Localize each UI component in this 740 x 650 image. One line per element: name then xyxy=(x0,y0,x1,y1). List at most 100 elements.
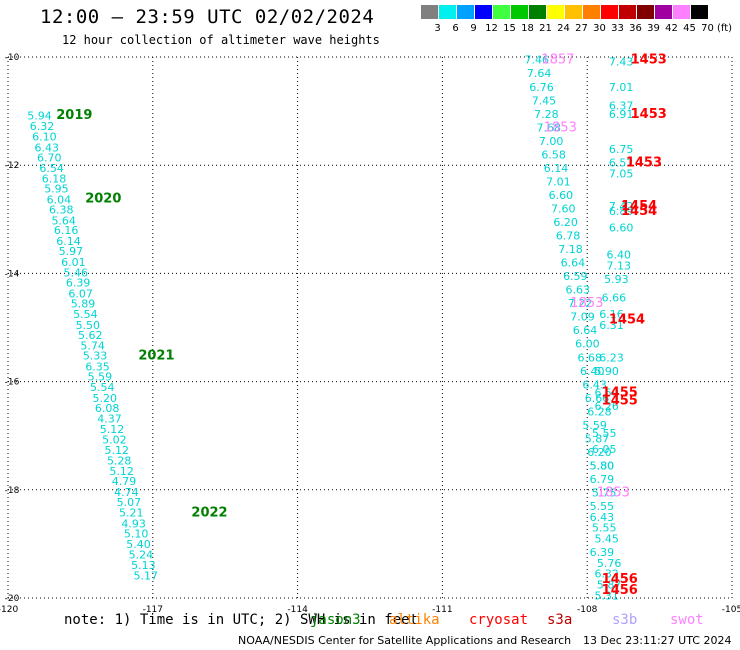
satellite-label-altika: altika xyxy=(389,612,440,628)
y-tick-label: -18 xyxy=(5,486,20,496)
wave-height-label: 6.07 xyxy=(68,287,93,300)
wave-height-label: 6.39 xyxy=(590,546,615,559)
wave-height-label: 5.59 xyxy=(582,419,607,432)
legend-swatch xyxy=(673,5,690,19)
wave-height-label: 6.43 xyxy=(35,141,60,154)
wave-height-label: 5.24 xyxy=(129,549,154,562)
wave-height-label: 5.10 xyxy=(124,528,149,541)
x-tick-label: -111 xyxy=(432,605,452,615)
wave-height-label: 6.52 xyxy=(609,156,634,169)
wave-height-label: 6.75 xyxy=(609,143,634,156)
legend-label: 45 xyxy=(683,23,696,34)
wave-height-label: 5.54 xyxy=(90,381,115,394)
pass-id-label: 1454 xyxy=(621,204,657,219)
legend-label: 33 xyxy=(611,23,624,34)
wave-height-label: 5.97 xyxy=(59,245,84,258)
color-legend: 3 6 9 12 15 18 21 24 27 30 33 36 39 42 45 70 (ft) xyxy=(421,5,733,40)
wave-height-label: 5.28 xyxy=(107,455,131,468)
legend-swatch xyxy=(547,5,564,19)
credit-text: NOAA/NESDIS Center for Satellite Applica… xyxy=(238,634,572,647)
wave-height-label: 5.59 xyxy=(88,371,113,384)
legend-label: 24 xyxy=(557,23,570,34)
wave-height-label: 6.00 xyxy=(575,338,600,351)
wave-height-label: 6.16 xyxy=(54,224,79,237)
pass-id-label: 1455 xyxy=(602,394,638,409)
pass-id-label: 1853 xyxy=(570,296,603,311)
wave-height-label: 6.26 xyxy=(594,400,619,413)
wave-height-label: 5.50 xyxy=(76,319,101,332)
wave-height-label: 6.66 xyxy=(585,392,610,405)
footer-note: note: 1) Time is in UTC; 2) SWH is in fe… xyxy=(64,612,419,628)
wave-height-label: 7.01 xyxy=(546,175,571,188)
wave-height-label: 5.12 xyxy=(100,423,125,436)
wave-height-label: 5.89 xyxy=(71,298,96,311)
legend-swatch xyxy=(511,5,528,19)
wave-height-label: 5.12 xyxy=(109,465,134,478)
wave-height-label: 5.17 xyxy=(133,569,158,582)
wave-height-label: 7.60 xyxy=(551,202,576,215)
wave-height-label: 5.93 xyxy=(604,273,629,286)
wave-height-label: 6.78 xyxy=(556,230,581,243)
satellite-label-s3b: s3b xyxy=(612,612,638,628)
wave-height-label: 5.12 xyxy=(105,444,129,457)
wave-height-label: 6.14 xyxy=(544,162,569,175)
wave-height-label: 6.32 xyxy=(30,120,55,133)
pass-id-label: 1456 xyxy=(602,572,638,587)
wave-height-label: 4.37 xyxy=(97,412,122,425)
legend-swatch xyxy=(691,5,708,19)
wave-height-label: 7.43 xyxy=(609,55,634,68)
wave-height-label: 6.59 xyxy=(594,386,619,399)
wave-height-label: 6.04 xyxy=(47,193,72,206)
wave-height-label: 5.76 xyxy=(597,557,622,570)
wave-height-label: 6.31 xyxy=(599,319,624,332)
wave-height-label: 6.89 xyxy=(609,205,634,218)
wave-height-label: 7.13 xyxy=(607,259,632,272)
wave-height-label: 6.35 xyxy=(85,360,110,373)
wave-height-label: 5.80 xyxy=(590,459,615,472)
legend-swatch xyxy=(637,5,654,19)
wave-height-label: 7.68 xyxy=(537,121,562,134)
wave-height-label: 5.33 xyxy=(83,350,108,363)
wave-height-label: 6.76 xyxy=(529,81,554,94)
legend-label: 39 xyxy=(647,23,660,34)
wave-height-label: 6.58 xyxy=(541,148,566,161)
wave-height-label: 7.22 xyxy=(568,297,593,310)
legend-label: 15 xyxy=(503,23,516,34)
wave-height-label: 6.60 xyxy=(609,221,634,234)
satellite-label-swot: swot xyxy=(670,612,704,628)
y-tick-label: -16 xyxy=(5,378,20,388)
legend-swatch xyxy=(439,5,456,19)
pass-id-label: 1455 xyxy=(602,385,638,400)
legend-label: 42 xyxy=(665,23,678,34)
wave-height-label: 6.38 xyxy=(49,204,74,217)
x-tick-label: -120 xyxy=(0,605,18,615)
page-subtitle: 12 hour collection of altimeter wave hei… xyxy=(62,33,380,47)
wave-height-label: 6.23 xyxy=(599,351,624,364)
wave-height-label: 6.40 xyxy=(607,248,632,261)
wave-height-label: 7.00 xyxy=(539,135,564,148)
wave-height-label: 6.43 xyxy=(590,511,615,524)
legend-label: 21 xyxy=(539,23,552,34)
wave-height-label: 5.87 xyxy=(585,432,610,445)
wave-height-label: 5.90 xyxy=(594,365,619,378)
wave-height-label: 5.94 xyxy=(27,109,52,122)
wave-height-label: 6.64 xyxy=(573,324,598,337)
legend-swatch xyxy=(421,5,438,19)
x-tick-label: -114 xyxy=(287,605,308,615)
wave-height-label: 7.64 xyxy=(527,67,552,80)
y-tick-label: -12 xyxy=(5,161,20,171)
wave-height-label: 6.01 xyxy=(61,256,86,269)
wave-height-label: 6.63 xyxy=(565,284,590,297)
pass-id-label: 1454 xyxy=(621,199,657,214)
wave-height-label: 6.64 xyxy=(561,257,586,270)
pass-id-label: 1454 xyxy=(609,312,645,327)
wave-height-label: 6.39 xyxy=(66,277,91,290)
wave-height-label: 5.20 xyxy=(92,392,117,405)
x-tick-label: -108 xyxy=(577,605,598,615)
wave-height-label: 6.70 xyxy=(37,152,62,165)
wave-height-label: 5.62 xyxy=(78,329,103,342)
legend-swatch xyxy=(529,5,546,19)
legend-swatch xyxy=(619,5,636,19)
wave-height-label: 6.37 xyxy=(609,100,634,113)
legend-label: 12 xyxy=(485,23,498,34)
